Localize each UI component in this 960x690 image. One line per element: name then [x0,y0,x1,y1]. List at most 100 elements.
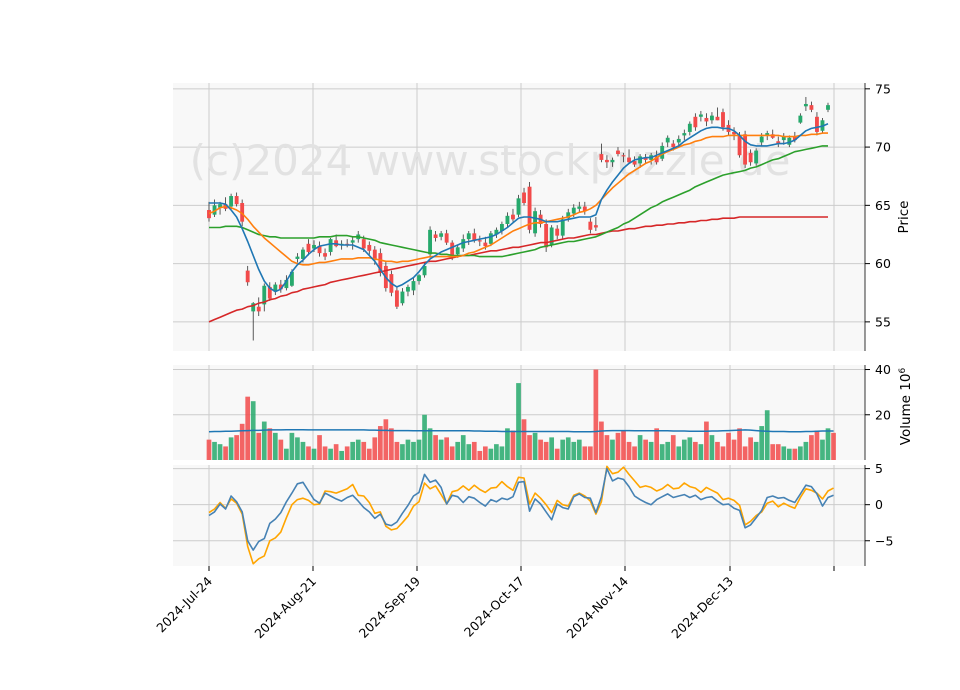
candle-body [444,233,449,243]
volume-bar [731,439,737,460]
x-tick-label: 2024-Nov-14 [563,573,631,641]
volume-bar [543,441,549,460]
candle-body [428,229,433,255]
candle-body [693,116,698,128]
candle-body [627,157,631,163]
volume-bar [726,432,731,460]
volume-bar [715,441,720,460]
candle-body [781,136,786,141]
candle-body [450,242,455,257]
volume-bar [383,419,389,460]
candle-body [604,159,609,163]
volume-bar [792,448,798,460]
volume-bar [764,410,770,460]
volume-bar [615,432,621,460]
candle-body [643,157,648,160]
candle-body [328,239,333,252]
candle-body [665,137,670,143]
moving-average-slow-line [209,145,828,258]
volume-bar [587,446,593,460]
volume-bar [328,448,333,460]
candle-body [289,271,294,286]
volume-bar [278,439,284,460]
volume-bar [206,439,212,460]
oscillator-y-tick-label: 0 [875,497,883,512]
candle-body [439,233,444,237]
candle-body [555,228,560,236]
candle-body [732,131,736,135]
x-tick-label: 2024-Sep-19 [356,573,423,640]
volume-bar [693,441,698,460]
oscillator-y-tick-label: 5 [875,461,883,476]
volume-bar [488,448,494,460]
volume-bar [466,444,472,460]
volume-bar [632,446,637,460]
candle-body [638,156,643,164]
candle-body [511,214,515,220]
price-y-tick-label: 75 [875,81,891,96]
candle-body [488,233,493,244]
volume-bar [333,444,339,460]
volume-bar [366,448,372,460]
candle-body [599,154,604,160]
candle-body [466,233,471,240]
candle-body [212,205,217,215]
volume-bar [798,446,803,460]
volume-bar [737,428,742,460]
candle-body [616,150,620,155]
candle-body [251,303,256,312]
candle-body [809,105,814,110]
volume-bar [748,437,753,460]
volume-bar [626,441,632,460]
volume-bar [311,448,317,460]
candle-body [262,285,267,305]
price-axis-label: Price [896,201,912,234]
candle-body [593,225,598,228]
candle-body [361,239,366,249]
volume-bar [449,446,455,460]
watermark: (c)2024 www.stockpuzzle.de [190,136,791,185]
volume-bar [582,446,588,460]
volume-bar [775,444,781,460]
volume-bar [339,450,344,460]
volume-bar [654,428,660,460]
candle-body [284,279,289,289]
candle-body [566,212,571,219]
candle-body [505,215,510,224]
volume-bar [527,435,532,460]
candle-body [704,117,709,122]
candle-body [582,206,587,212]
candle-body [312,244,316,249]
candle-body [815,116,819,132]
candle-body [477,240,482,242]
volume-bar [455,441,461,460]
volume-bar [460,435,466,460]
candle-body [406,286,410,292]
candle-body [787,137,792,145]
candle-body [803,103,808,107]
volume-bar [239,423,245,460]
volume-bar [361,441,367,460]
candle-body [621,155,626,157]
volume-bar [831,432,836,460]
volume-bar [400,444,405,460]
candle-body [455,247,460,255]
x-tick-label: 2024-Oct-17 [461,574,527,640]
candle-body [654,156,659,163]
candle-body [765,133,770,136]
volume-bar [560,439,566,460]
price-y-tick-label: 60 [875,256,891,271]
volume-bar [389,428,394,460]
candle-body [394,290,399,307]
moving-average-mid-line [208,132,828,266]
candle-body [301,249,305,259]
volume-bar [256,432,262,460]
volume-bar [781,446,787,460]
candle-body [715,116,720,121]
volume-bar [742,446,748,460]
volume-bar [405,439,411,460]
volume-bar [284,448,289,460]
moving-average-fast-line [209,123,829,293]
candle-body [461,239,466,249]
